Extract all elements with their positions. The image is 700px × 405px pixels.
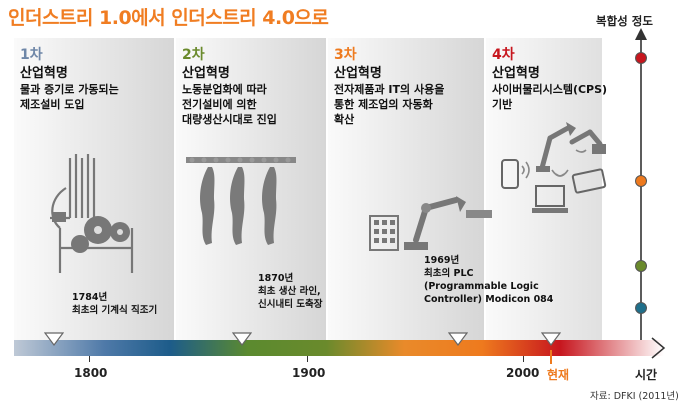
stage-number: 2차: [182, 47, 205, 63]
event-1784: 1784년 최초의 기계식 직조기: [72, 292, 158, 316]
stage-description: 노동분업화에 따라 전기설비에 의한 대량생산시대로 진입: [182, 83, 277, 126]
timeline-bar: [14, 340, 664, 356]
year-tick-1900: [307, 356, 308, 362]
slaughterhouse-line-icon: [186, 157, 296, 245]
stage-number: 3차: [334, 47, 357, 63]
year-tick-1800: [89, 356, 90, 362]
stage-number: 1차: [20, 47, 43, 63]
complexity-dot-stage2: [635, 260, 647, 272]
stage-name: 산업혁명: [182, 66, 230, 81]
stage-name: 산업혁명: [492, 66, 540, 81]
year-label-2000: 2000: [506, 366, 540, 380]
complexity-dot-stage1: [635, 302, 647, 314]
cyber-physical-system-icon: [501, 122, 607, 213]
event-marker-stage4: [541, 332, 561, 346]
complexity-dot-stage3: [635, 175, 647, 187]
page-title: 인더스트리 1.0에서 인더스트리 4.0으로: [8, 7, 329, 29]
complexity-axis-arrow: [635, 28, 647, 348]
stage-name: 산업혁명: [20, 66, 68, 81]
timeline-arrow-head: [651, 337, 666, 359]
stage-description: 전자제품과 IT의 사용을 통한 제조업의 자동화 확산: [334, 83, 445, 126]
complexity-label: 복합성 정도: [596, 14, 653, 28]
event-1870: 1870년 최초 생산 라인, 신시내티 도축장: [258, 273, 323, 310]
source-note: 자료: DFKI (2011년): [590, 391, 679, 402]
mechanical-loom-icon: [50, 154, 134, 273]
event-1969: 1969년 최초의 PLC (Programmable Logic Contro…: [424, 255, 554, 305]
year-label-1800: 1800: [74, 366, 108, 380]
event-marker-1969: [448, 332, 468, 346]
stage-description: 물과 증기로 가동되는 제조설비 도입: [20, 83, 119, 111]
year-label-1900: 1900: [292, 366, 326, 380]
event-marker-1870: [232, 332, 252, 346]
event-marker-1784: [44, 332, 64, 346]
year-tick-2000: [523, 356, 524, 362]
now-tick: [550, 350, 552, 364]
stage-number: 4차: [492, 47, 515, 63]
complexity-dot-stage4: [635, 52, 647, 64]
robot-arm-icon: [369, 196, 492, 251]
stage-name: 산업혁명: [334, 66, 382, 81]
time-label: 시간: [635, 368, 658, 382]
now-label: 현재: [547, 368, 570, 382]
stage-description: 사이버물리시스템(CPS) 기반: [492, 83, 608, 111]
stage-panel-3: 3차 산업혁명 전자제품과 IT의 사용을 통한 제조업의 자동화 확산: [328, 38, 484, 340]
